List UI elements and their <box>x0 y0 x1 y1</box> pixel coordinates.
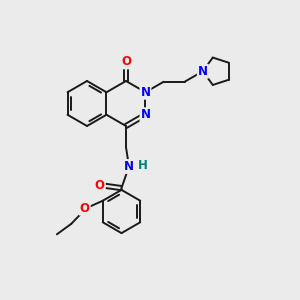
Text: N: N <box>140 86 151 99</box>
Text: N: N <box>140 108 151 121</box>
Text: N: N <box>124 160 134 173</box>
Text: O: O <box>80 202 90 215</box>
Text: H: H <box>137 158 147 172</box>
Text: O: O <box>121 56 131 68</box>
Text: O: O <box>95 178 105 192</box>
Text: N: N <box>198 65 208 78</box>
